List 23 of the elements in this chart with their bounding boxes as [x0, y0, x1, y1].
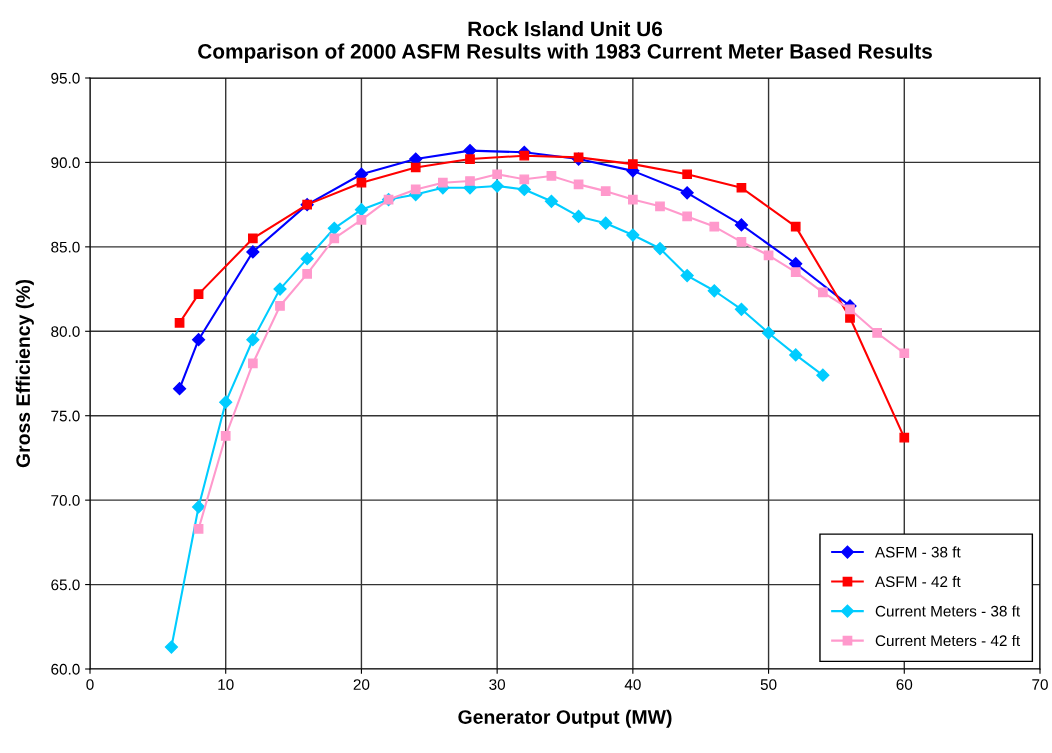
chart-title: Rock Island Unit U6 Comparison of 2000 ASFM Results with 1983 Current Meter Based Results [198, 21, 932, 63]
x-tick-label: 50 [760, 679, 777, 690]
x-axis-title: Generator Output (MW) [458, 709, 672, 728]
legend-label: ASFM - 42 ft [875, 575, 961, 588]
x-tick-label: 40 [624, 679, 641, 690]
legend-label: ASFM - 38 ft [875, 546, 961, 558]
y-tick-label: 95.0 [51, 72, 80, 84]
y-tick-label: 80.0 [51, 326, 80, 337]
x-tick-label: 0 [86, 679, 94, 690]
y-tick-label: 85.0 [51, 241, 80, 253]
y-tick-label: 75.0 [51, 410, 80, 422]
y-tick-label: 65.0 [51, 579, 80, 591]
x-tick-label: 30 [489, 679, 506, 690]
y-axis-title: Gross Efficiency (%) [15, 279, 34, 468]
legend-label: Current Meters - 38 ft [875, 605, 1021, 617]
x-tick-label: 10 [218, 679, 234, 690]
x-tick-label: 20 [353, 679, 370, 690]
x-tick-label: 70 [1032, 679, 1048, 690]
y-tick-label: 70.0 [51, 495, 80, 506]
legend-label: Current Meters - 42 ft [875, 634, 1021, 647]
y-tick-label: 90.0 [51, 157, 80, 169]
y-tick-label: 60.0 [51, 663, 80, 675]
x-tick-label: 60 [896, 679, 913, 690]
